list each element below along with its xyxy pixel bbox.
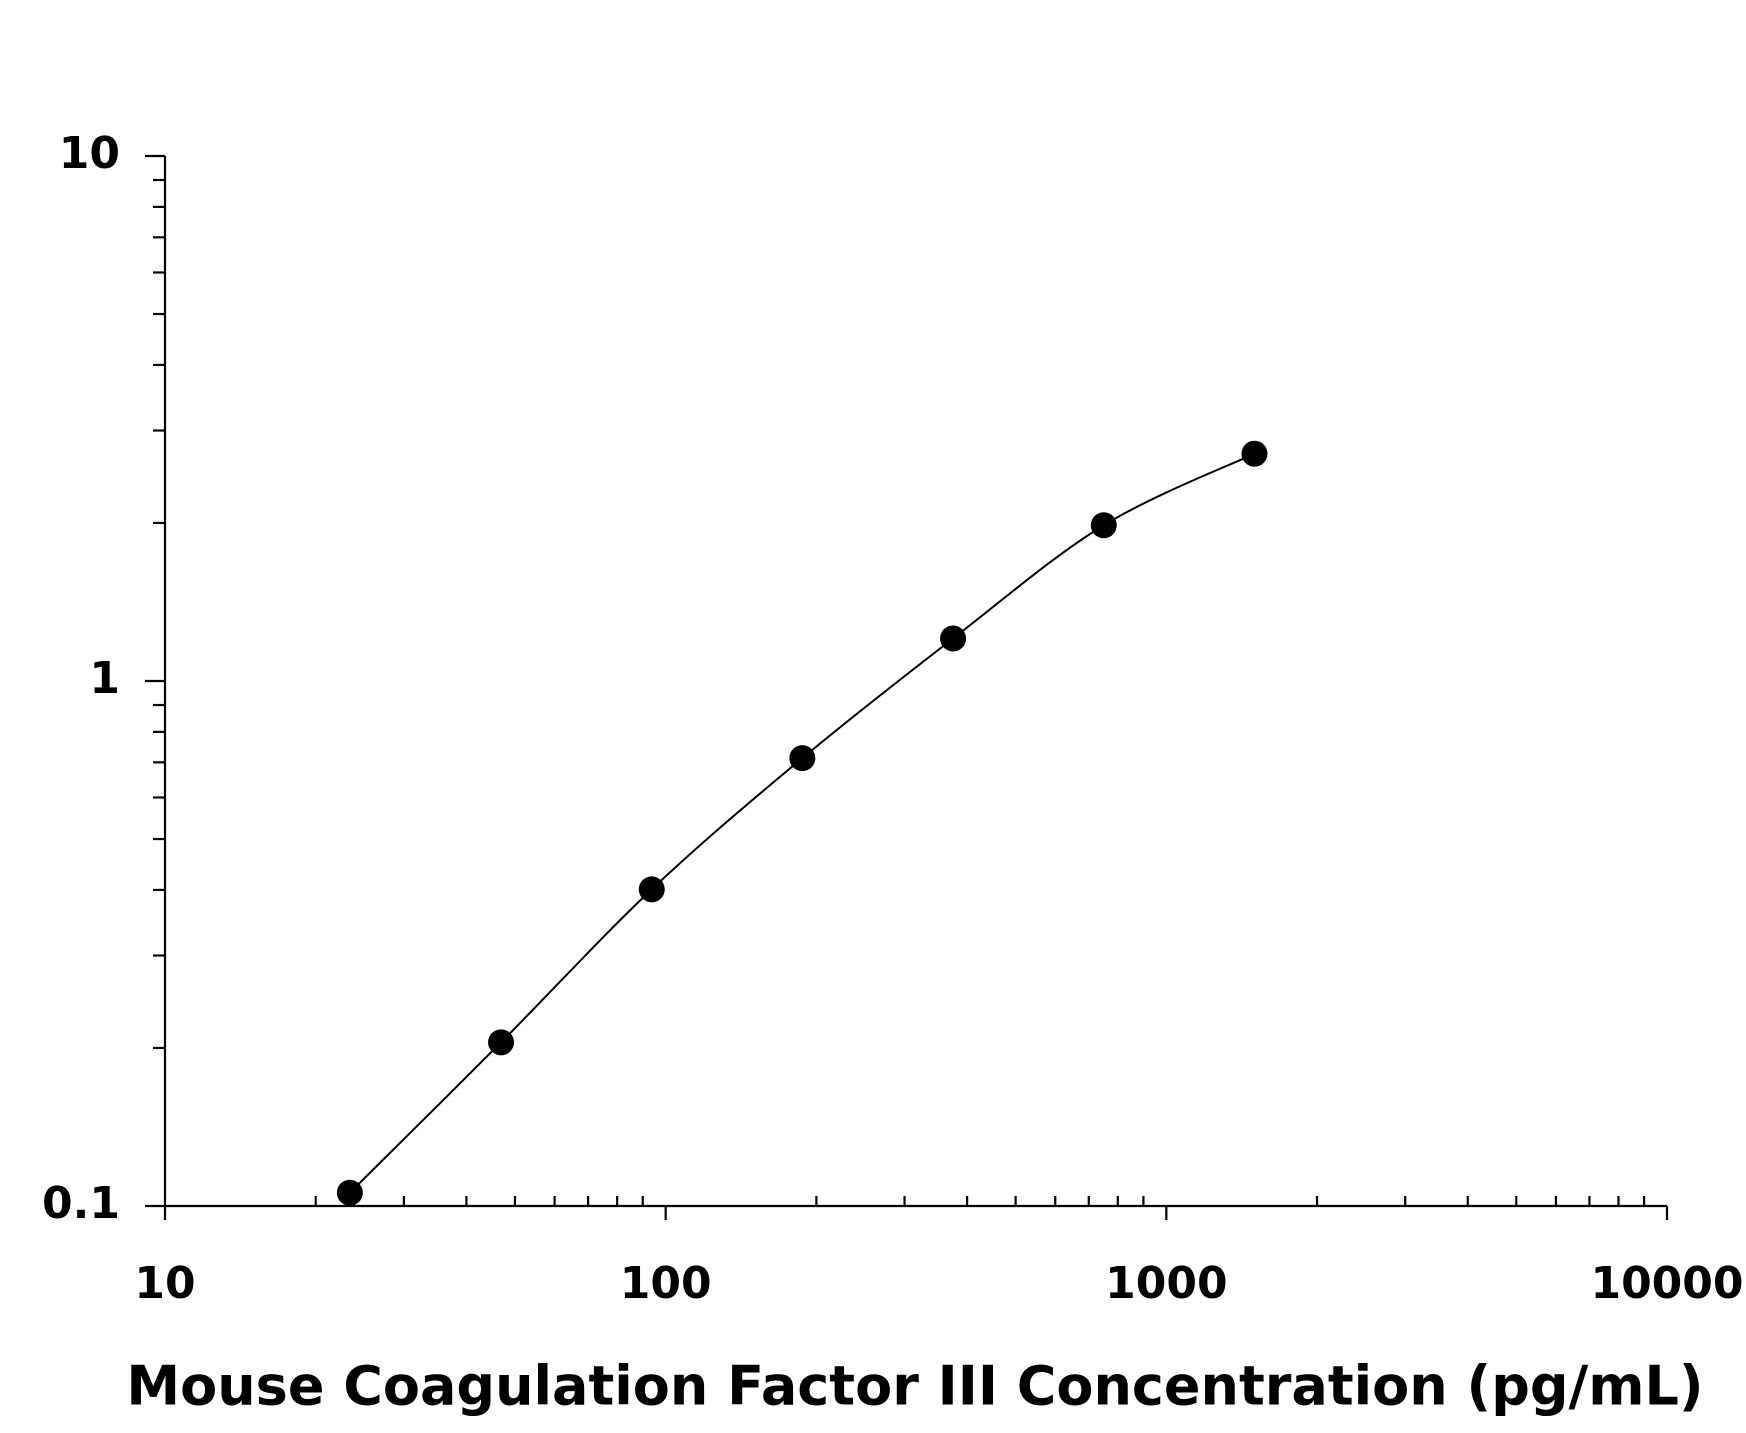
y-tick-label: 10 — [59, 128, 120, 179]
data-point — [638, 876, 665, 903]
data-point — [1090, 512, 1117, 539]
x-tick-label: 10000 — [1590, 1258, 1743, 1309]
x-axis-label: Mouse Coagulation Factor III Concentrati… — [126, 1355, 1703, 1418]
data-point — [789, 745, 816, 772]
y-tick-label: 1 — [89, 653, 120, 704]
data-point — [940, 625, 967, 652]
data-point — [488, 1029, 515, 1056]
data-point — [336, 1179, 363, 1206]
fit-curve — [349, 452, 1255, 1194]
x-tick-label: 1000 — [1105, 1258, 1227, 1309]
x-tick-label: 10 — [134, 1258, 195, 1309]
data-point — [1241, 440, 1268, 467]
y-tick-label: 0.1 — [42, 1178, 120, 1229]
x-tick-label: 100 — [620, 1258, 712, 1309]
